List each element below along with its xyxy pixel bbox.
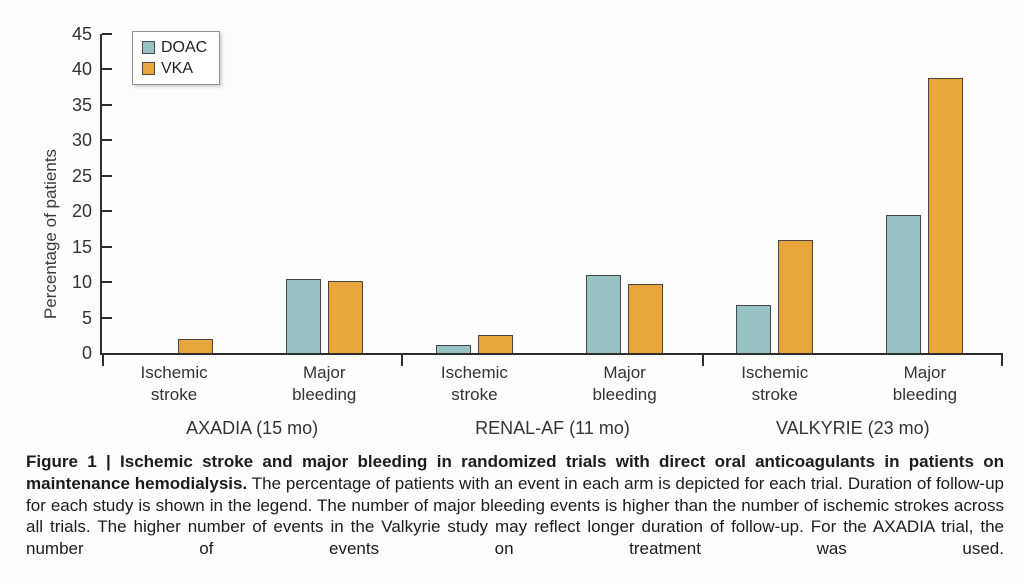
y-axis-tick-label: 20	[71, 201, 92, 222]
bar-vka	[628, 284, 664, 353]
legend-item-vka: VKA	[142, 60, 207, 77]
y-axis-tick-label: 25	[71, 165, 92, 186]
plot-area: Percentage of patients DOAC VKA 0 5 10 15 20 2…	[41, 25, 1003, 438]
y-axis-tick-label: 40	[71, 59, 92, 80]
bar-vka	[778, 239, 814, 353]
bar-vka	[327, 280, 363, 353]
chart-legend: DOAC VKA	[132, 31, 221, 85]
category-label: Major bleeding	[292, 363, 357, 404]
x-axis-tick	[102, 353, 104, 366]
category-label: Major bleeding	[592, 363, 657, 404]
bar-vka	[928, 77, 964, 353]
y-axis-tick-label: 45	[71, 24, 92, 44]
y-axis-tick-label: 30	[71, 130, 92, 151]
y-axis-tick	[102, 174, 112, 177]
x-axis-tick	[1001, 353, 1003, 366]
y-axis-tick	[102, 33, 112, 35]
bar-doac	[886, 215, 922, 353]
caption-body: The percentage of patients with an event…	[26, 473, 1004, 559]
category-label: Ischemic stroke	[440, 363, 508, 404]
y-axis-tick	[102, 68, 112, 71]
y-axis-tick-label: 5	[81, 307, 92, 328]
caption-title: Figure 1 | Ischemic stroke and major ble…	[26, 452, 1004, 493]
y-axis-tick	[102, 139, 112, 142]
y-axis-tick	[102, 245, 112, 248]
bar-doac	[586, 275, 622, 353]
legend-label: VKA	[161, 60, 194, 77]
y-axis-tick-label: 0	[81, 343, 92, 363]
group-label: VALKYRIE (23 mo)	[775, 418, 930, 438]
bar-vka	[177, 338, 213, 353]
y-axis-tick-label: 15	[71, 236, 92, 257]
bar-doac	[736, 304, 772, 353]
y-axis-tick	[102, 103, 112, 106]
bar-vka	[477, 334, 513, 353]
y-axis-tick-label: 10	[71, 272, 92, 293]
bar-chart: Percentage of patients DOAC VKA 0 5 10 15 20 2…	[41, 25, 1003, 438]
x-axis-tick	[701, 353, 704, 366]
y-axis-tick	[102, 316, 112, 319]
x-axis-tick	[401, 353, 404, 366]
legend-label: DOAC	[161, 39, 208, 56]
y-axis-tick-label: 35	[71, 94, 92, 115]
legend-swatch-icon	[142, 62, 155, 75]
group-label: AXADIA (15 mo)	[186, 418, 319, 438]
group-label: RENAL-AF (11 mo)	[475, 418, 630, 438]
category-label: Major bleeding	[892, 363, 958, 404]
category-label: Ischemic stroke	[741, 363, 809, 404]
legend-item-doac: DOAC	[142, 39, 207, 56]
y-axis-tick	[102, 210, 112, 213]
bar-doac	[285, 279, 321, 353]
category-label: Ischemic stroke	[140, 363, 208, 404]
y-axis-tick	[102, 281, 112, 284]
legend-swatch-icon	[142, 41, 155, 54]
figure-caption: Figure 1 | Ischemic stroke and major ble…	[26, 451, 1004, 560]
bar-doac	[435, 345, 471, 353]
